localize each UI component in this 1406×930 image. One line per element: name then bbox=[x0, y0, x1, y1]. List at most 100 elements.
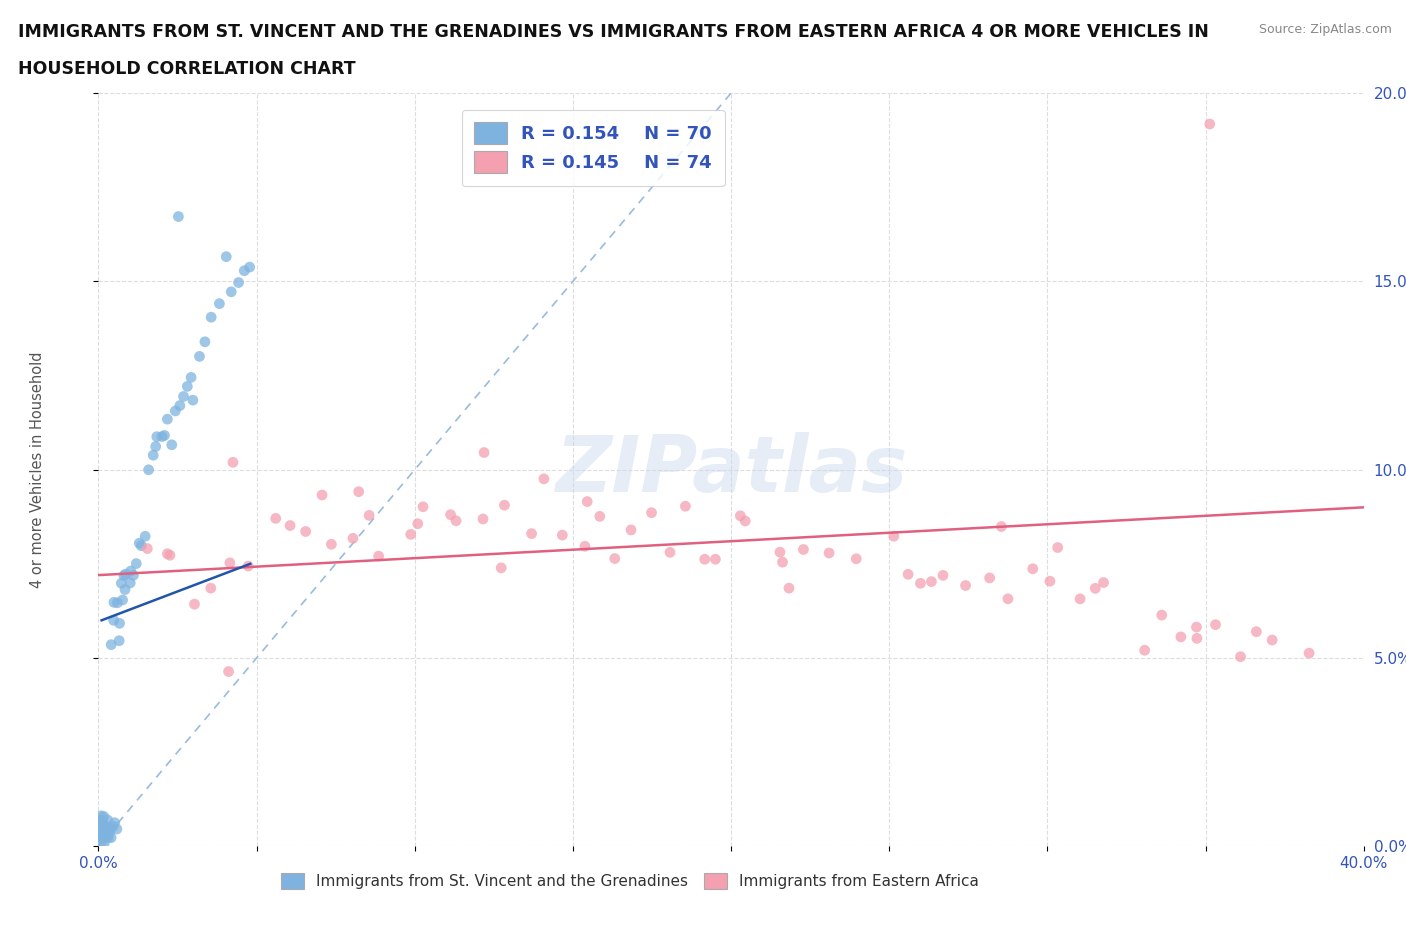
Point bbox=[228, 275, 250, 290]
Point bbox=[114, 566, 136, 581]
Point bbox=[183, 597, 205, 612]
Point bbox=[114, 582, 136, 597]
Point bbox=[1170, 630, 1192, 644]
Point bbox=[1298, 645, 1320, 660]
Point bbox=[200, 310, 222, 325]
Point bbox=[294, 524, 316, 538]
Point bbox=[311, 487, 333, 502]
Point bbox=[439, 507, 461, 522]
Point bbox=[238, 559, 260, 574]
Point bbox=[101, 819, 124, 834]
Point bbox=[100, 821, 122, 836]
Point bbox=[1092, 575, 1115, 590]
Point bbox=[96, 822, 118, 837]
Point bbox=[1046, 540, 1069, 555]
Point bbox=[91, 823, 114, 838]
Point bbox=[156, 546, 179, 561]
Point bbox=[1133, 643, 1156, 658]
Point bbox=[321, 537, 343, 551]
Point bbox=[347, 485, 370, 499]
Point bbox=[96, 830, 118, 844]
Point bbox=[91, 816, 114, 830]
Point bbox=[169, 398, 191, 413]
Point bbox=[1229, 649, 1251, 664]
Point bbox=[1069, 591, 1091, 606]
Point bbox=[792, 542, 814, 557]
Point bbox=[412, 499, 434, 514]
Point bbox=[520, 526, 543, 541]
Point bbox=[160, 437, 183, 452]
Point bbox=[640, 505, 662, 520]
Point bbox=[146, 430, 169, 445]
Point bbox=[103, 613, 125, 628]
Point bbox=[91, 813, 114, 828]
Point bbox=[359, 508, 381, 523]
Point bbox=[98, 819, 121, 834]
Point bbox=[90, 808, 112, 823]
Point bbox=[730, 509, 752, 524]
Point bbox=[693, 551, 716, 566]
Point bbox=[180, 370, 202, 385]
Point bbox=[673, 498, 696, 513]
Point bbox=[219, 555, 242, 570]
Point bbox=[910, 576, 932, 591]
Point bbox=[103, 595, 125, 610]
Point bbox=[111, 592, 134, 607]
Point bbox=[91, 826, 114, 841]
Point bbox=[576, 494, 599, 509]
Point bbox=[659, 545, 682, 560]
Point bbox=[167, 209, 190, 224]
Point bbox=[200, 580, 222, 595]
Point bbox=[704, 551, 727, 566]
Point bbox=[91, 817, 114, 832]
Point bbox=[93, 836, 115, 851]
Point bbox=[1084, 581, 1107, 596]
Point bbox=[165, 404, 187, 418]
Point bbox=[159, 548, 181, 563]
Point bbox=[278, 518, 301, 533]
Point bbox=[142, 447, 165, 462]
Point bbox=[134, 529, 156, 544]
Point bbox=[1205, 618, 1227, 632]
Point bbox=[215, 249, 238, 264]
Point bbox=[1185, 631, 1208, 645]
Point bbox=[97, 813, 120, 828]
Point bbox=[778, 580, 800, 595]
Point bbox=[772, 554, 794, 569]
Point bbox=[93, 818, 115, 833]
Point bbox=[91, 814, 114, 829]
Point bbox=[100, 830, 122, 845]
Point bbox=[845, 551, 868, 566]
Point bbox=[551, 527, 574, 542]
Point bbox=[131, 538, 153, 553]
Point bbox=[472, 445, 495, 460]
Point bbox=[93, 809, 115, 824]
Point bbox=[1150, 607, 1173, 622]
Point bbox=[222, 455, 245, 470]
Point bbox=[444, 513, 467, 528]
Point bbox=[574, 538, 596, 553]
Point bbox=[494, 498, 516, 512]
Point bbox=[1198, 116, 1220, 131]
Point bbox=[105, 821, 128, 836]
Point bbox=[406, 516, 429, 531]
Text: IMMIGRANTS FROM ST. VINCENT AND THE GRENADINES VS IMMIGRANTS FROM EASTERN AFRICA: IMMIGRANTS FROM ST. VINCENT AND THE GREN… bbox=[18, 23, 1209, 41]
Point bbox=[472, 512, 495, 526]
Point bbox=[979, 570, 1001, 585]
Text: HOUSEHOLD CORRELATION CHART: HOUSEHOLD CORRELATION CHART bbox=[18, 60, 356, 78]
Point bbox=[264, 511, 287, 525]
Point bbox=[932, 568, 955, 583]
Point bbox=[105, 595, 128, 610]
Point bbox=[120, 564, 142, 578]
Point bbox=[136, 541, 159, 556]
Point bbox=[1022, 562, 1045, 577]
Point bbox=[138, 462, 160, 477]
Point bbox=[1039, 574, 1062, 589]
Text: Source: ZipAtlas.com: Source: ZipAtlas.com bbox=[1258, 23, 1392, 36]
Point bbox=[181, 392, 204, 407]
Point bbox=[153, 428, 176, 443]
Point bbox=[125, 556, 148, 571]
Point bbox=[122, 568, 145, 583]
Point bbox=[218, 664, 240, 679]
Point bbox=[208, 296, 231, 311]
